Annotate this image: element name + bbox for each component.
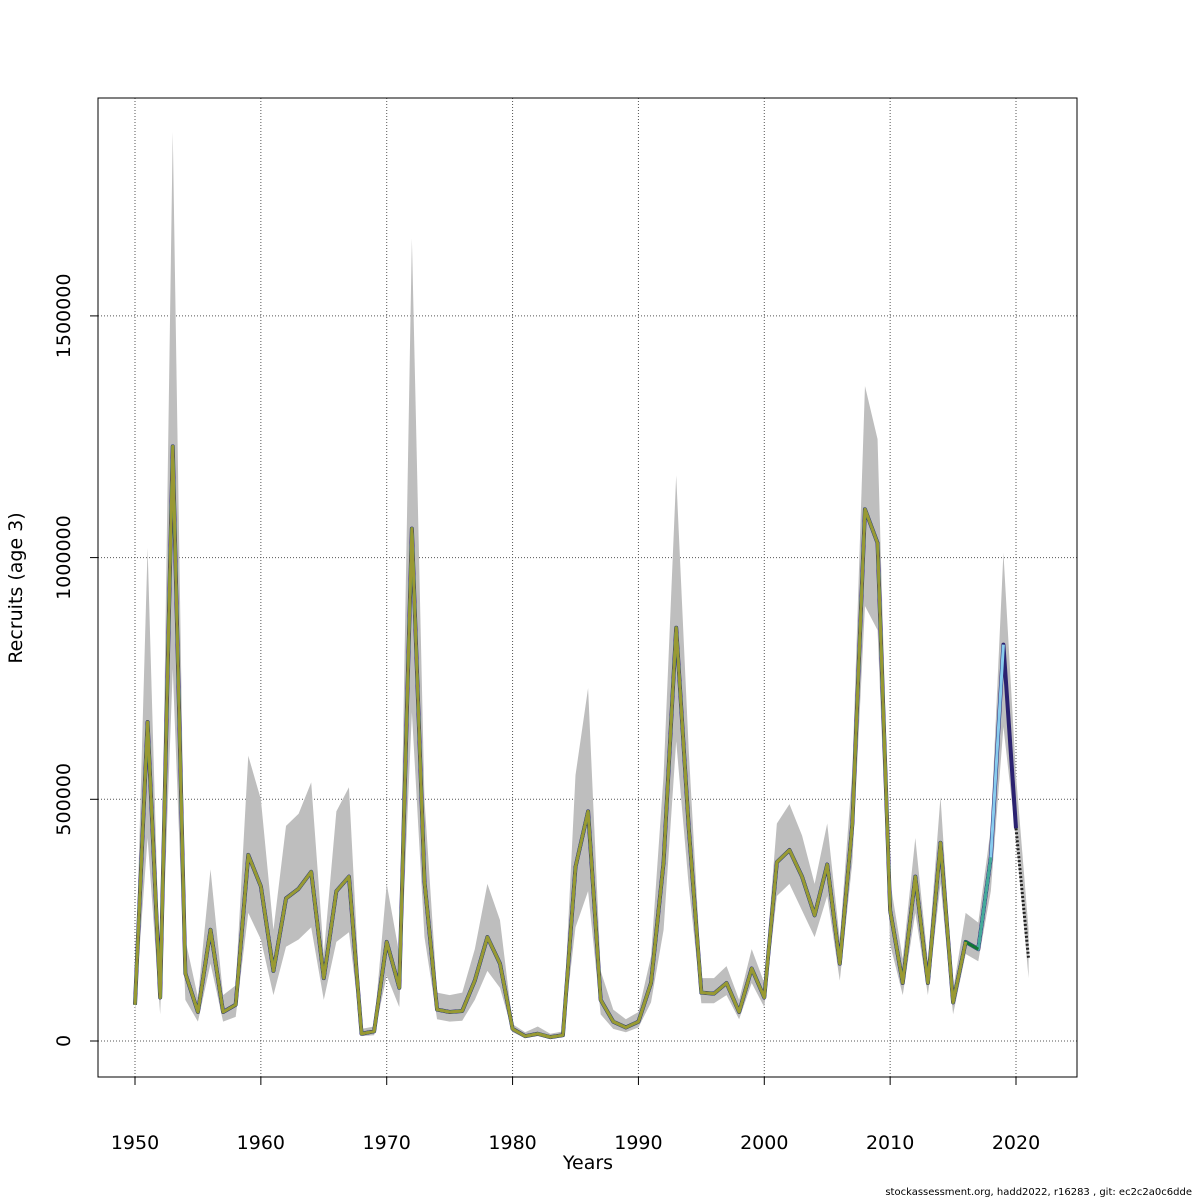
plot-frame <box>97 97 1078 1078</box>
axes: 1950 1960 1970 1980 1990 2000 2010 2020 0 500000 1… <box>53 274 1040 1154</box>
x-tick-label: 1970 <box>363 1132 411 1154</box>
retro-line-2017 <box>133 444 979 1039</box>
retro-line-2016 <box>133 444 968 1039</box>
y-tick-label: 0 <box>53 1035 75 1047</box>
series-lines <box>133 444 1031 1040</box>
y-tick-label: 500000 <box>53 763 75 836</box>
x-tick-label: 1990 <box>614 1132 662 1154</box>
x-tick-label: 2020 <box>992 1132 1040 1154</box>
x-tick-label: 1960 <box>237 1132 285 1154</box>
x-tick-label: 1950 <box>111 1132 159 1154</box>
forecast-line <box>1014 828 1031 959</box>
footer-credit: stockassessment.org, hadd2022, r16283 , … <box>885 1187 1192 1198</box>
y-tick-label: 1500000 <box>53 274 75 359</box>
x-tick-label: 2000 <box>740 1132 788 1154</box>
x-axis-label: Years <box>562 1152 613 1174</box>
x-tick-label: 2010 <box>866 1132 914 1154</box>
confidence-band-area <box>135 132 1029 1040</box>
x-tick-label: 1980 <box>488 1132 536 1154</box>
y-tick-label: 1000000 <box>53 515 75 600</box>
confidence-band <box>135 132 1029 1040</box>
y-axis-label: Recruits (age 3) <box>5 512 27 663</box>
